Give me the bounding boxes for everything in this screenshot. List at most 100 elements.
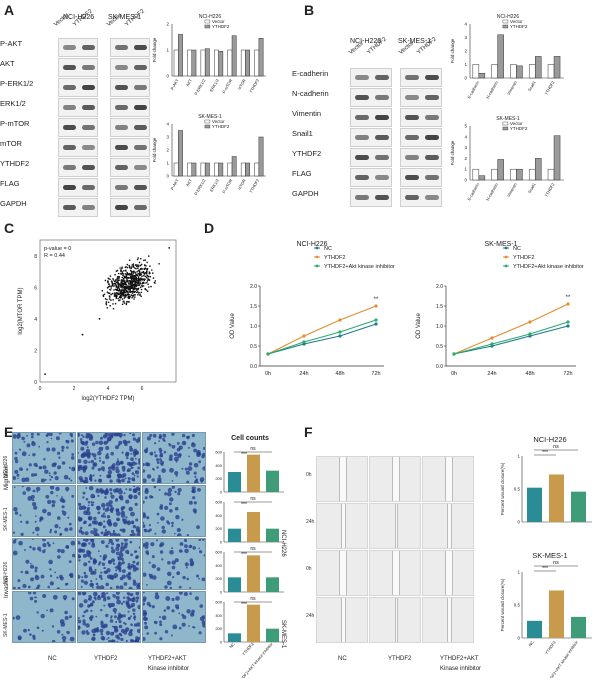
d2-point xyxy=(528,320,532,324)
e-cell xyxy=(115,595,120,600)
e-cell xyxy=(34,520,37,523)
e-cell xyxy=(184,562,189,567)
c-point xyxy=(108,285,110,288)
e-cell xyxy=(68,560,72,563)
e-cell xyxy=(80,434,83,437)
e-cell xyxy=(96,585,100,589)
e-cell xyxy=(80,585,83,588)
e-cell xyxy=(32,634,36,638)
e-cell xyxy=(87,507,90,510)
c-point xyxy=(139,278,142,280)
e-cell xyxy=(93,527,95,530)
e-cell xyxy=(99,474,102,477)
e-cell xyxy=(144,541,149,547)
e-cell xyxy=(92,474,95,477)
c-point xyxy=(152,277,155,279)
e-cell xyxy=(33,473,38,477)
e-sig-star: *** xyxy=(241,602,247,608)
c-point xyxy=(132,288,135,290)
e-cell xyxy=(31,498,35,502)
c-point xyxy=(119,289,121,291)
a2-ytick: 3 xyxy=(166,135,169,140)
e-cell xyxy=(161,507,163,510)
e-cell xyxy=(98,440,104,446)
e-cell xyxy=(136,475,139,478)
e-cell xyxy=(144,625,149,630)
e-cell xyxy=(105,454,108,457)
f-wound-gap xyxy=(394,504,398,548)
a2-bar xyxy=(173,162,179,177)
c-point xyxy=(109,275,112,277)
e-cell xyxy=(82,491,86,495)
c-point xyxy=(125,289,128,292)
e-ytick: 600 xyxy=(215,600,222,605)
c-point xyxy=(127,289,130,291)
e-cell xyxy=(151,555,155,559)
e-cell xyxy=(39,519,42,522)
c-points xyxy=(44,246,171,376)
c-xtick: 0 xyxy=(39,386,42,392)
e-cell xyxy=(143,598,146,603)
c-point xyxy=(113,295,116,297)
e-cell xyxy=(164,585,168,589)
e-cell xyxy=(175,514,180,520)
e-cell xyxy=(164,630,169,634)
e-cell xyxy=(156,539,159,542)
e-cell xyxy=(105,582,109,587)
f2-ytick: 0 xyxy=(517,636,520,641)
d1-point xyxy=(338,334,342,338)
e-cell xyxy=(115,461,121,466)
e-cell xyxy=(65,486,70,491)
e-cell xyxy=(92,570,97,575)
b2-bar xyxy=(553,135,561,181)
a2-xtick: mTOR xyxy=(237,178,247,191)
b1-bar xyxy=(534,56,542,79)
e-cell xyxy=(70,439,74,443)
e-cell xyxy=(60,549,65,554)
c-point xyxy=(107,301,110,304)
panel-letter-d: D xyxy=(204,220,215,236)
e-cell xyxy=(105,544,109,548)
e-cell xyxy=(82,614,85,618)
e-cell xyxy=(78,555,82,559)
e-cell xyxy=(100,571,103,574)
e-cell xyxy=(176,442,180,445)
e-cell xyxy=(134,550,137,554)
e-cell xyxy=(121,561,125,565)
e-micrograph-cells xyxy=(78,486,140,536)
e-cell xyxy=(115,634,120,639)
a-row-label: FLAG xyxy=(0,179,20,188)
e-cell xyxy=(22,491,26,495)
e-cell xyxy=(132,608,136,612)
e-cell xyxy=(115,585,120,589)
e-cell xyxy=(78,549,82,553)
e-cell xyxy=(185,566,188,569)
e-cell xyxy=(59,576,64,581)
a-band xyxy=(134,124,147,130)
e-cell xyxy=(56,576,59,579)
e-cell xyxy=(199,477,205,482)
c-point xyxy=(103,293,106,296)
e-cell xyxy=(103,520,106,523)
c-point xyxy=(125,282,127,284)
e-cell xyxy=(130,529,134,533)
e-cell xyxy=(131,477,136,481)
e-micrograph xyxy=(12,432,76,484)
a1-xtick: YTHDF2 xyxy=(248,77,260,94)
d2-legend-label: NC xyxy=(513,246,521,252)
e-cell xyxy=(47,585,50,589)
b-band xyxy=(355,194,369,200)
b2-bar xyxy=(516,168,523,181)
c-point xyxy=(132,290,134,292)
c-point xyxy=(139,268,142,271)
e-cell xyxy=(191,489,196,494)
c-ytick: 4 xyxy=(34,317,37,323)
b2-ytick: 5 xyxy=(464,124,467,129)
d1-xtick: 0h xyxy=(265,371,271,377)
a-band xyxy=(115,164,128,170)
d2-point xyxy=(452,352,456,356)
e-cell xyxy=(104,529,108,532)
e-cell xyxy=(103,570,107,574)
c-point xyxy=(121,291,124,294)
c-point xyxy=(139,286,142,289)
